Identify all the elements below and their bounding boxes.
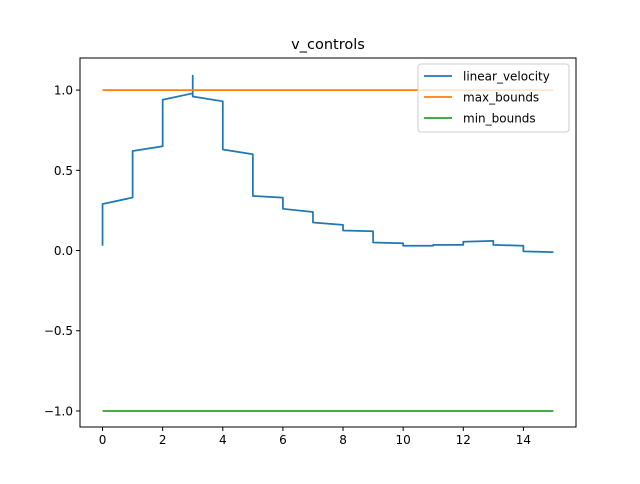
legend-label-linear-velocity: linear_velocity xyxy=(463,70,550,84)
x-tick-label: 6 xyxy=(279,433,287,447)
x-tick-label: 12 xyxy=(456,433,471,447)
x-axis: 0 2 4 6 8 10 12 14 xyxy=(99,427,531,447)
x-tick-label: 8 xyxy=(339,433,347,447)
legend-box xyxy=(417,63,570,133)
x-tick-label: 4 xyxy=(219,433,227,447)
legend-label-max-bounds: max_bounds xyxy=(463,91,539,105)
series-line-linear-velocity xyxy=(101,74,554,254)
x-tick-label: 2 xyxy=(159,433,167,447)
x-tick-label: 10 xyxy=(396,433,411,447)
x-tick-label: 0 xyxy=(99,433,107,447)
legend: linear_velocity max_bounds min_bounds xyxy=(417,63,570,133)
y-axis: −1.0 −0.5 0.0 0.5 1.0 xyxy=(44,84,80,418)
plot-frame xyxy=(79,57,577,428)
y-tick-label: 0.0 xyxy=(54,244,73,258)
y-tick-label: −0.5 xyxy=(44,324,73,338)
legend-label-min-bounds: min_bounds xyxy=(463,112,536,126)
chart-title: v_controls xyxy=(291,37,365,53)
x-tick-label: 14 xyxy=(516,433,531,447)
y-tick-label: 1.0 xyxy=(54,84,73,98)
y-tick-label: −1.0 xyxy=(44,404,73,418)
y-tick-label: 0.5 xyxy=(54,164,73,178)
